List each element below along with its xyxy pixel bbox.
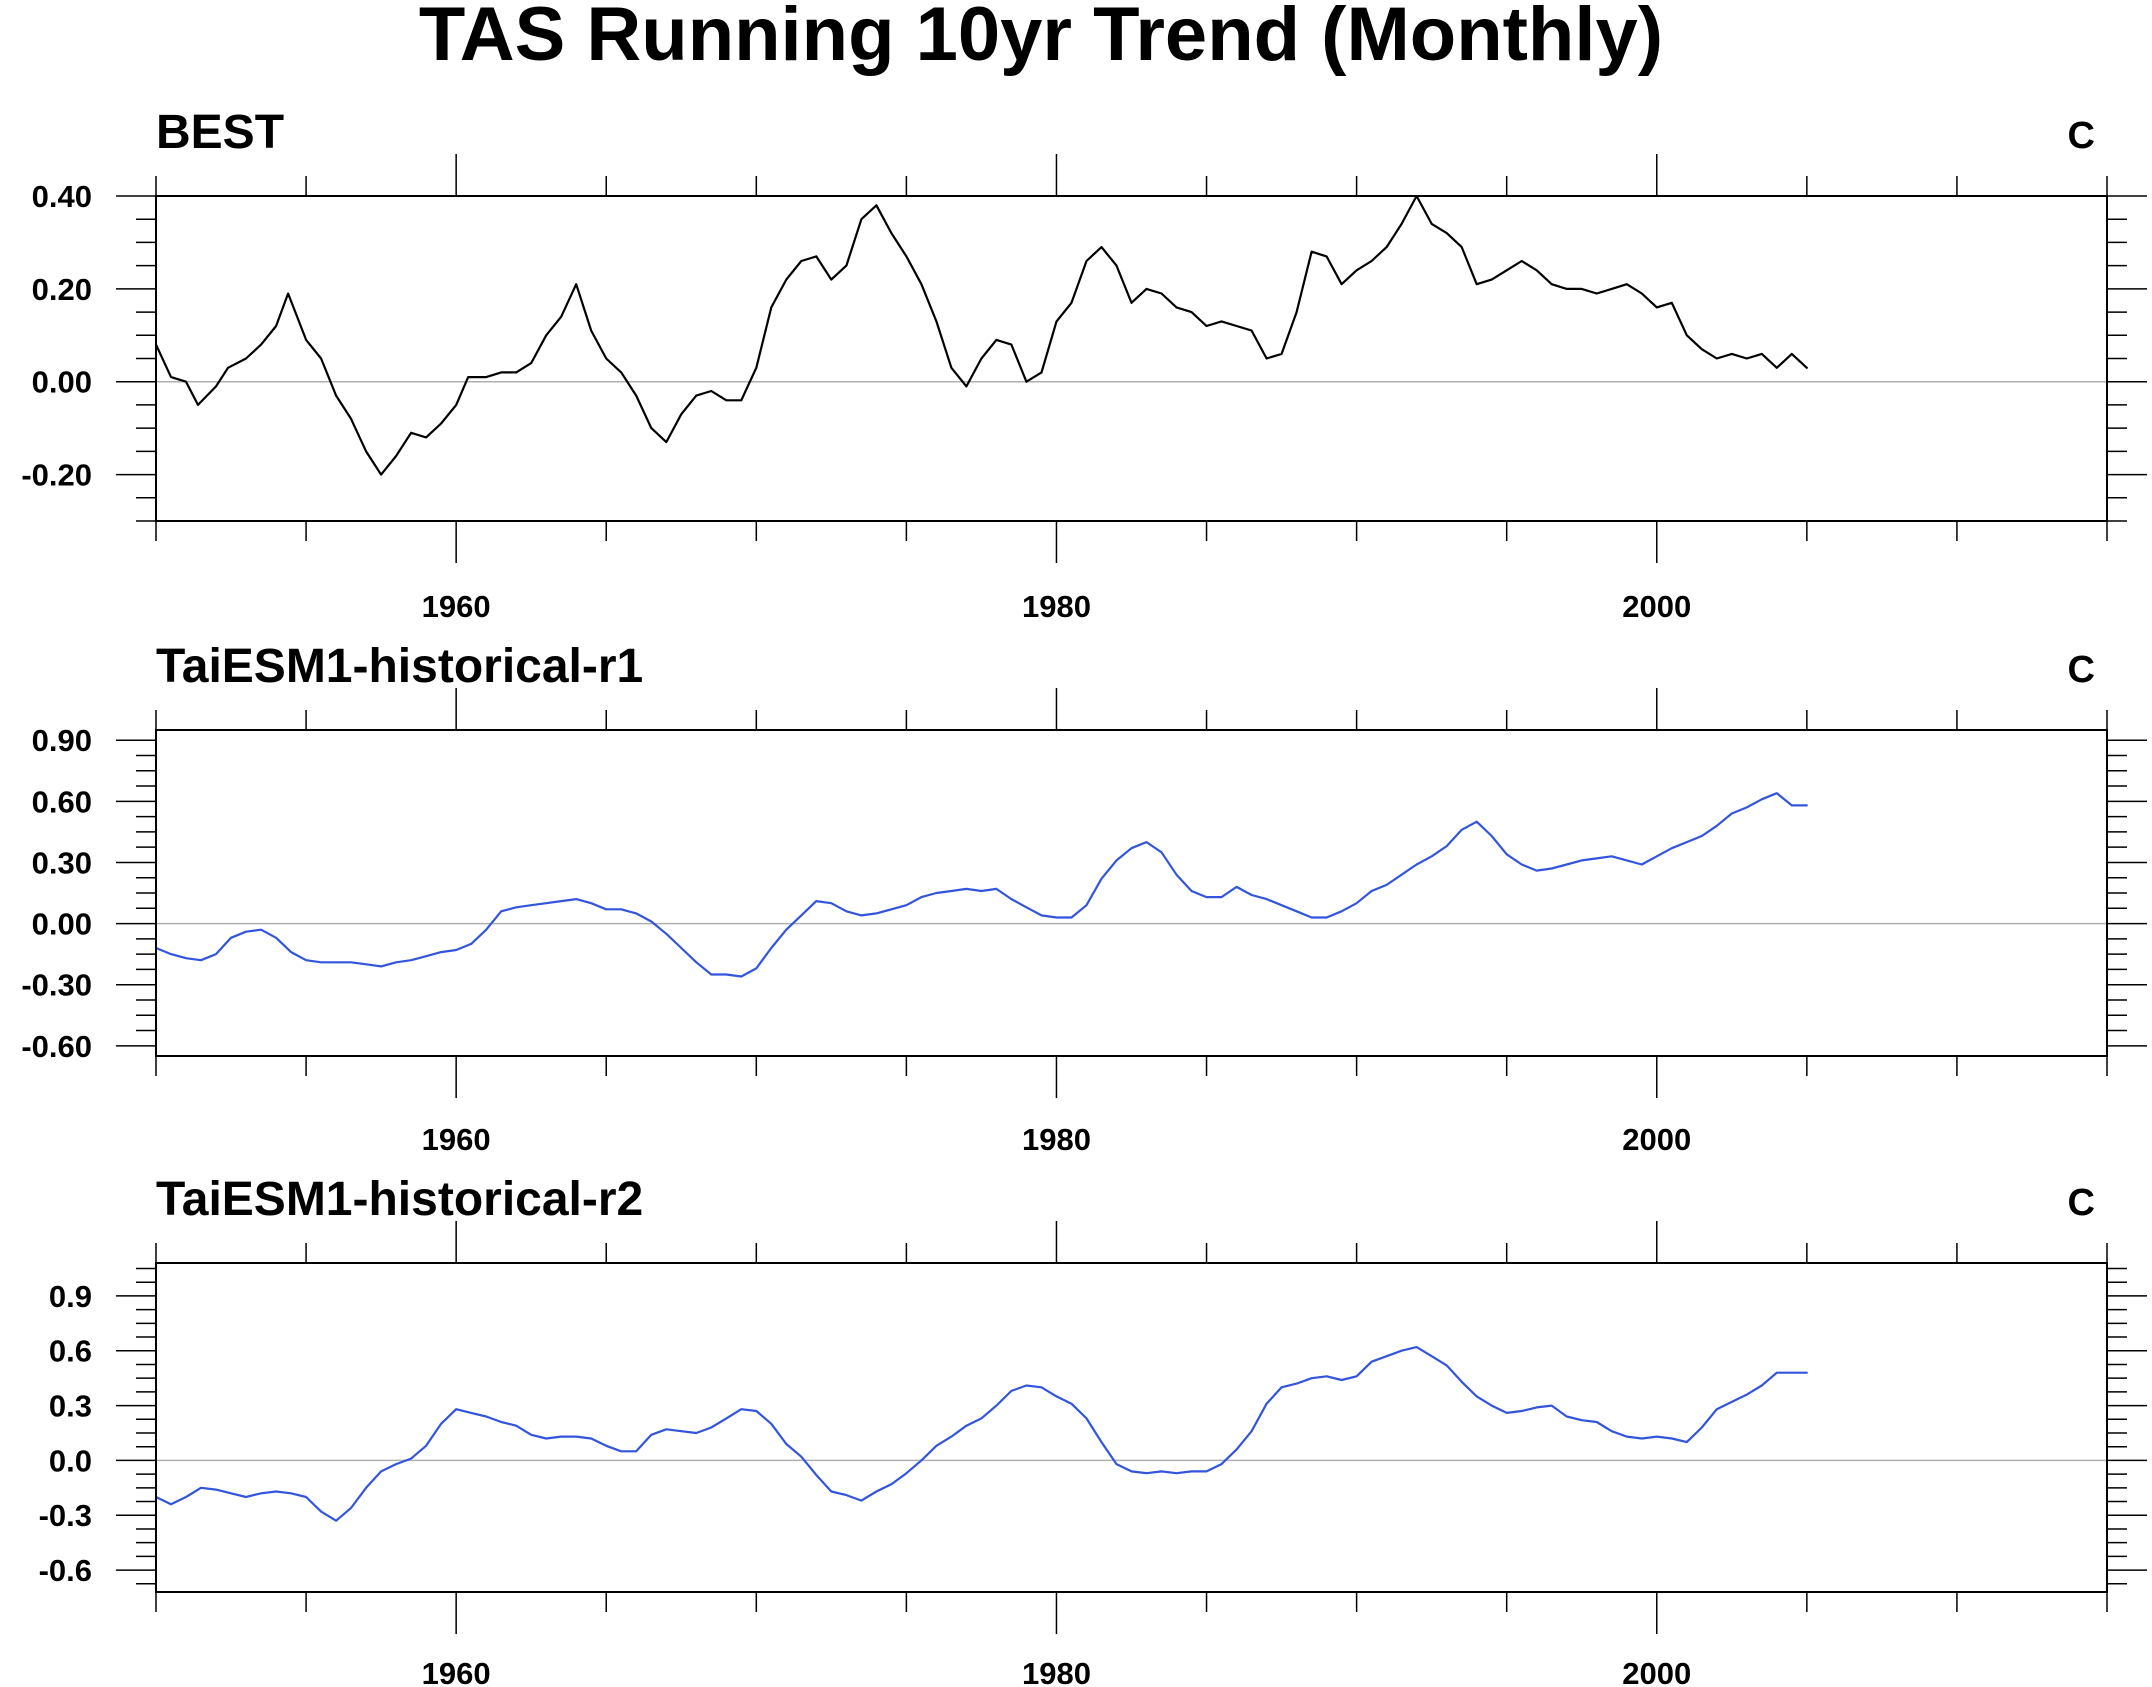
y-tick-label: 0.00 <box>32 365 92 400</box>
plot-frame <box>155 729 2108 1057</box>
series-line <box>154 1345 1808 1522</box>
y-tick-label: 0.20 <box>32 272 92 307</box>
series-line <box>154 194 1808 476</box>
x-tick-label: 1960 <box>422 1656 491 1687</box>
panels: BEST C 1960 1980 2000 -0.20 0.00 0.20 0.40 TaiESM… <box>21 106 2147 1687</box>
y-tick-label: 0.0 <box>49 1443 92 1478</box>
panel-2: TaiESM1-historical-r1 C 1960 1980 2000 -0.60 -… <box>21 640 2147 1157</box>
panel-title: TaiESM1-historical-r1 <box>156 640 643 693</box>
x-tick-label: 1980 <box>1022 1122 1091 1157</box>
y-tick-label: 0.40 <box>32 179 92 214</box>
y-tick-label: 0.30 <box>32 845 92 880</box>
x-tick-label: 1960 <box>422 1122 491 1157</box>
x-tick-label: 2000 <box>1622 1656 1691 1687</box>
y-tick-label: 0.9 <box>49 1279 92 1314</box>
x-tick-label: 2000 <box>1622 589 1691 624</box>
figure-title: TAS Running 10yr Trend (Monthly) <box>419 0 1663 77</box>
plot-frame <box>155 195 2108 522</box>
unit-label: C <box>2068 115 2095 157</box>
x-tick-label: 1980 <box>1022 1656 1091 1687</box>
x-tick-label: 1980 <box>1022 589 1091 624</box>
y-tick-label: 0.6 <box>49 1334 92 1369</box>
y-tick-label: -0.3 <box>39 1498 92 1533</box>
y-tick-label: 0.3 <box>49 1389 92 1424</box>
y-tick-label: 0.90 <box>32 723 92 758</box>
x-tick-label: 2000 <box>1622 1122 1691 1157</box>
series-line <box>154 792 1808 978</box>
y-tick-label: 0.00 <box>32 907 92 942</box>
y-tick-label: -0.30 <box>21 968 92 1003</box>
plot-frame <box>155 1262 2108 1593</box>
panel-title: TaiESM1-historical-r2 <box>156 1173 643 1226</box>
y-tick-label: -0.60 <box>21 1029 92 1064</box>
panel-1: BEST C 1960 1980 2000 -0.20 0.00 0.20 0.40 <box>21 106 2147 624</box>
panel-title: BEST <box>156 106 284 159</box>
x-tick-label: 1960 <box>422 589 491 624</box>
unit-label: C <box>2068 1182 2095 1224</box>
y-tick-label: -0.6 <box>39 1553 92 1588</box>
panel-3: TaiESM1-historical-r2 C 1960 1980 2000 -0.6 -0… <box>39 1173 2147 1687</box>
unit-label: C <box>2068 649 2095 691</box>
y-tick-label: -0.20 <box>21 458 92 493</box>
y-tick-label: 0.60 <box>32 784 92 819</box>
